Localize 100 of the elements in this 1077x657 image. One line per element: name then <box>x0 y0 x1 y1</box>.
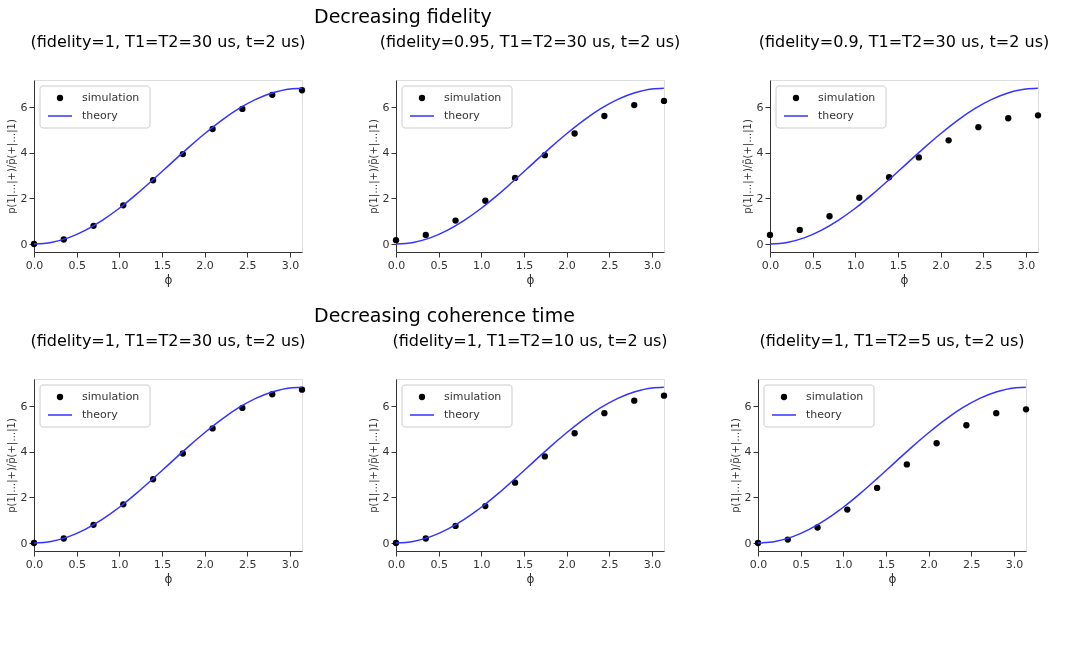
x-tick-label: 1.0 <box>835 557 853 571</box>
x-tick-label: 2.5 <box>600 258 619 272</box>
y-tick-label: 2 <box>20 490 28 504</box>
x-tick-label: 2.0 <box>932 258 950 272</box>
x-tick-label: 0.5 <box>68 557 86 571</box>
point <box>660 97 668 105</box>
x-tick-label: 3.0 <box>643 258 662 272</box>
legend-label: theory <box>806 408 843 421</box>
x-axis-title: ϕ <box>526 272 535 287</box>
y-axis-title: p(1|…|+)/p̃(+|…|1) <box>5 119 18 214</box>
chart-title: (fidelity=1, T1=T2=10 us, t=2 us) <box>392 331 668 350</box>
x-tick-label: 0.0 <box>25 258 44 272</box>
legend-label: theory <box>818 109 855 122</box>
x-tick-label: 0.0 <box>749 557 768 571</box>
y-tick-label: 2 <box>744 490 752 504</box>
point <box>631 397 638 404</box>
x-tick-label: 0.5 <box>430 258 448 272</box>
point <box>1022 406 1030 413</box>
point <box>511 479 519 486</box>
point <box>541 453 548 460</box>
x-axis-title: ϕ <box>164 571 173 586</box>
x-tick-label: 2.0 <box>196 258 214 272</box>
point <box>392 237 400 244</box>
text: Decreasing coherence time <box>314 304 575 326</box>
point <box>844 506 851 513</box>
chart-title: (fidelity=0.9, T1=T2=30 us, t=2 us) <box>758 32 1050 51</box>
y-axis-title: p(1|…|+)/p̃(+|…|1) <box>729 418 742 513</box>
legend-label: simulation <box>82 91 140 104</box>
point <box>963 422 970 429</box>
legend-label: simulation <box>806 390 864 403</box>
point <box>993 410 1000 417</box>
y-tick-label: 0 <box>382 237 390 251</box>
x-tick-label: 2.0 <box>558 258 576 272</box>
x-tick-label: 2.5 <box>962 557 981 571</box>
line-series <box>769 87 1039 245</box>
point <box>482 197 489 204</box>
chart-title: (fidelity=0.95, T1=T2=30 us, t=2 us) <box>379 32 681 51</box>
y-tick-label: 4 <box>20 146 28 160</box>
point <box>452 217 459 224</box>
x-tick-label: 0.5 <box>430 557 448 571</box>
y-tick-label: 0 <box>744 536 752 550</box>
y-tick-label: 4 <box>382 146 390 160</box>
y-tick-label: 0 <box>756 237 764 251</box>
x-tick-label: 3.0 <box>1005 557 1024 571</box>
x-tick-label: 3.0 <box>281 557 300 571</box>
point <box>945 137 952 144</box>
x-tick-label: 0.5 <box>792 557 810 571</box>
x-tick-label: 1.5 <box>153 557 172 571</box>
x-tick-label: 1.0 <box>847 258 865 272</box>
point <box>873 484 881 492</box>
x-tick-label: 0.0 <box>761 258 780 272</box>
legend-label: theory <box>82 109 119 122</box>
y-tick-label: 0 <box>20 237 28 251</box>
legend-label: theory <box>444 408 481 421</box>
point <box>631 101 638 109</box>
y-tick-label: 4 <box>382 445 390 459</box>
point <box>298 386 306 393</box>
x-tick-label: 0.0 <box>25 557 44 571</box>
chart-title: (fidelity=1, T1=T2=5 us, t=2 us) <box>759 331 1025 350</box>
point <box>826 213 833 220</box>
x-tick-label: 1.5 <box>153 258 172 272</box>
legend-label: simulation <box>82 390 140 403</box>
y-tick-label: 6 <box>756 100 764 114</box>
x-tick-label: 2.0 <box>196 557 214 571</box>
point <box>571 430 578 437</box>
x-tick-label: 2.0 <box>920 557 938 571</box>
y-tick-label: 4 <box>756 146 764 160</box>
x-tick-label: 1.5 <box>515 258 534 272</box>
x-tick-label: 2.5 <box>238 557 257 571</box>
x-axis-title: ϕ <box>164 272 173 287</box>
y-axis-title: p(1|…|+)/p̃(+|…|1) <box>367 418 380 513</box>
y-tick-label: 0 <box>20 536 28 550</box>
point <box>975 124 982 131</box>
point <box>933 440 940 447</box>
y-tick-label: 0 <box>382 536 390 550</box>
legend-label: simulation <box>444 390 502 403</box>
y-tick-label: 2 <box>382 490 390 504</box>
point <box>601 112 608 120</box>
x-tick-label: 2.5 <box>974 258 993 272</box>
x-tick-label: 1.5 <box>515 557 534 571</box>
point <box>915 154 922 161</box>
x-tick-label: 3.0 <box>281 258 300 272</box>
point <box>1005 115 1012 122</box>
point <box>856 194 863 201</box>
y-axis-title: p(1|…|+)/p̃(+|…|1) <box>5 418 18 513</box>
y-tick-label: 2 <box>756 191 764 205</box>
point <box>601 410 608 417</box>
y-tick-label: 6 <box>20 100 28 114</box>
point <box>1034 112 1042 119</box>
x-tick-label: 3.0 <box>1017 258 1036 272</box>
legend-label: simulation <box>818 91 876 104</box>
y-tick-label: 2 <box>20 191 28 205</box>
point <box>660 392 668 399</box>
point <box>422 231 429 239</box>
y-axis-title: p(1|…|+)/p̃(+|…|1) <box>367 119 380 214</box>
y-tick-label: 6 <box>20 399 28 413</box>
y-tick-label: 4 <box>744 445 752 459</box>
legend-label: theory <box>82 408 119 421</box>
x-tick-label: 1.0 <box>473 258 491 272</box>
point <box>796 226 803 234</box>
